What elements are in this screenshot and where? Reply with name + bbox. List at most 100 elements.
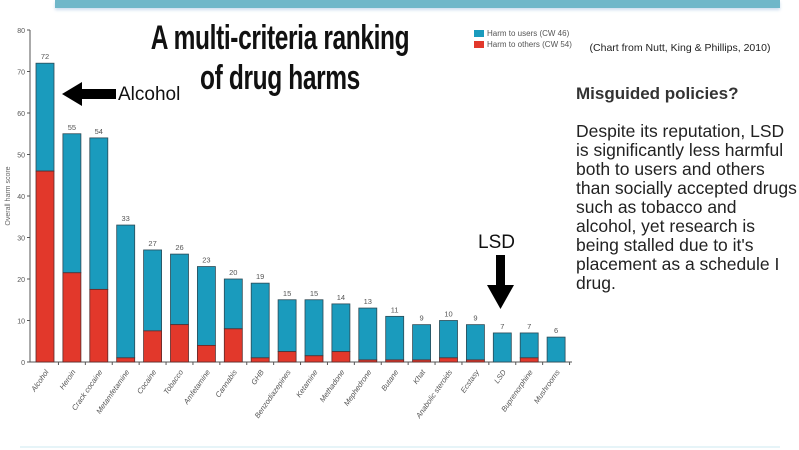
data-label: 23 [202,256,210,265]
bar-harm-to-others [358,359,378,363]
data-label: 26 [175,243,183,252]
bar-harm-to-others [304,355,324,363]
data-label: 55 [68,123,76,132]
data-label: 72 [41,52,49,61]
y-tick-label: 70 [17,70,25,77]
x-tick-label: Mephedrone [342,368,374,408]
x-tick-label: Heroin [57,368,77,391]
x-tick-label: Tobacco [162,368,185,396]
bar-harm-to-users [304,299,324,357]
bar-harm-to-others [465,359,485,363]
bar-harm-to-users [223,278,243,330]
x-tick-label: Cocaine [135,368,158,396]
legend-label: Harm to others (CW 54) [487,40,572,49]
x-tick-label: Amfetamine [181,368,212,407]
data-label: 13 [364,297,372,306]
bar-harm-to-users [35,62,55,172]
bar-harm-to-others [519,357,539,363]
legend-swatch [474,41,484,49]
bar-harm-to-users [546,336,566,363]
y-tick-label: 20 [17,277,25,284]
bar-harm-to-users [89,137,109,290]
x-tick-label: LSD [492,368,508,386]
y-axis-label: Overall harm score [5,166,12,225]
bar-harm-to-users [250,282,270,359]
left-arrow-icon [62,82,116,106]
bar-harm-to-others [439,357,458,363]
data-label: 19 [256,272,264,281]
bar-harm-to-users [116,224,136,359]
x-tick-label: Cannabis [213,368,239,399]
bar-harm-to-others [277,351,297,363]
legend-item-others: Harm to others (CW 54) [474,39,572,50]
y-tick-label: 0 [21,360,25,367]
x-tick-label: Ketamine [294,368,320,399]
x-tick-label: Alcohol [29,368,51,394]
data-label: 10 [444,310,452,319]
bar-harm-to-others [223,328,243,363]
bar-harm-to-users [277,299,297,353]
bar-harm-to-others [116,357,136,363]
data-label: 6 [554,326,558,335]
data-label: 7 [527,322,531,331]
data-label: 15 [283,289,291,298]
bar-harm-to-others [143,330,163,363]
alcohol-annotation: Alcohol [118,84,181,105]
legend-swatch [474,30,484,38]
bar-harm-to-users [143,249,163,332]
data-label: 20 [229,268,237,277]
source-citation: (Chart from Nutt, King & Phillips, 2010) [589,42,771,54]
bar-harm-to-users [170,253,189,326]
x-tick-label: Butane [379,368,400,393]
y-tick-label: 40 [17,194,25,201]
data-label: 33 [122,214,130,223]
legend-label: Harm to users (CW 46) [487,29,570,38]
bar-harm-to-others [62,272,82,363]
bar-harm-to-others [412,359,432,363]
x-tick-label: Ecstasy [459,367,482,395]
x-tick-label: Methadone [318,368,347,404]
bar-harm-to-users [358,307,378,361]
harm-bar-chart: 0 10 20 30 40 50 60 70 80 Overall harm score 72 Alc… [5,28,572,421]
data-label: 27 [148,239,156,248]
bar-harm-to-users [331,303,351,353]
data-label: 15 [310,289,318,298]
bar-harm-to-users [196,266,216,346]
bar-harm-to-others [331,351,351,363]
bar-harm-to-others [385,359,405,363]
legend-item-users: Harm to users (CW 46) [474,28,572,39]
bar-harm-to-others [170,324,189,363]
bar-harm-to-users [465,324,485,361]
body-text: Despite its reputation, LSD is significa… [576,121,797,293]
chart-title: A multi-criteria ranking of drug harms [150,19,410,97]
down-arrow-icon [487,255,514,309]
data-label: 9 [473,314,477,323]
bar-harm-to-users [412,324,432,361]
lsd-annotation: LSD [478,232,515,253]
x-tick-label: Khat [411,367,428,386]
footer-line [20,446,780,448]
x-tick-label: GHB [249,368,266,386]
legend: Harm to users (CW 46) Harm to others (CW… [474,28,572,50]
bar-harm-to-others [89,288,109,363]
y-tick-label: 10 [17,319,25,326]
x-tick-label: Mushrooms [532,368,562,405]
y-tick-label: 80 [17,28,25,35]
data-label: 14 [337,293,345,302]
bar-harm-to-users [492,332,512,363]
bar-harm-to-others [250,357,270,363]
data-label: 7 [500,322,504,331]
y-tick-label: 30 [17,236,25,243]
header-banner [55,0,780,8]
bar-harm-to-users [519,332,539,359]
bar-harm-to-users [385,315,405,361]
bar-harm-to-others [35,170,55,363]
data-label: 11 [391,305,399,314]
data-label: 54 [95,127,103,136]
bar-harm-to-users [62,133,82,274]
section-heading: Misguided policies? [576,84,739,103]
bar-harm-to-users [439,320,458,359]
data-label: 9 [420,314,424,323]
y-tick-label: 60 [17,111,25,118]
y-tick-label: 50 [17,153,25,160]
